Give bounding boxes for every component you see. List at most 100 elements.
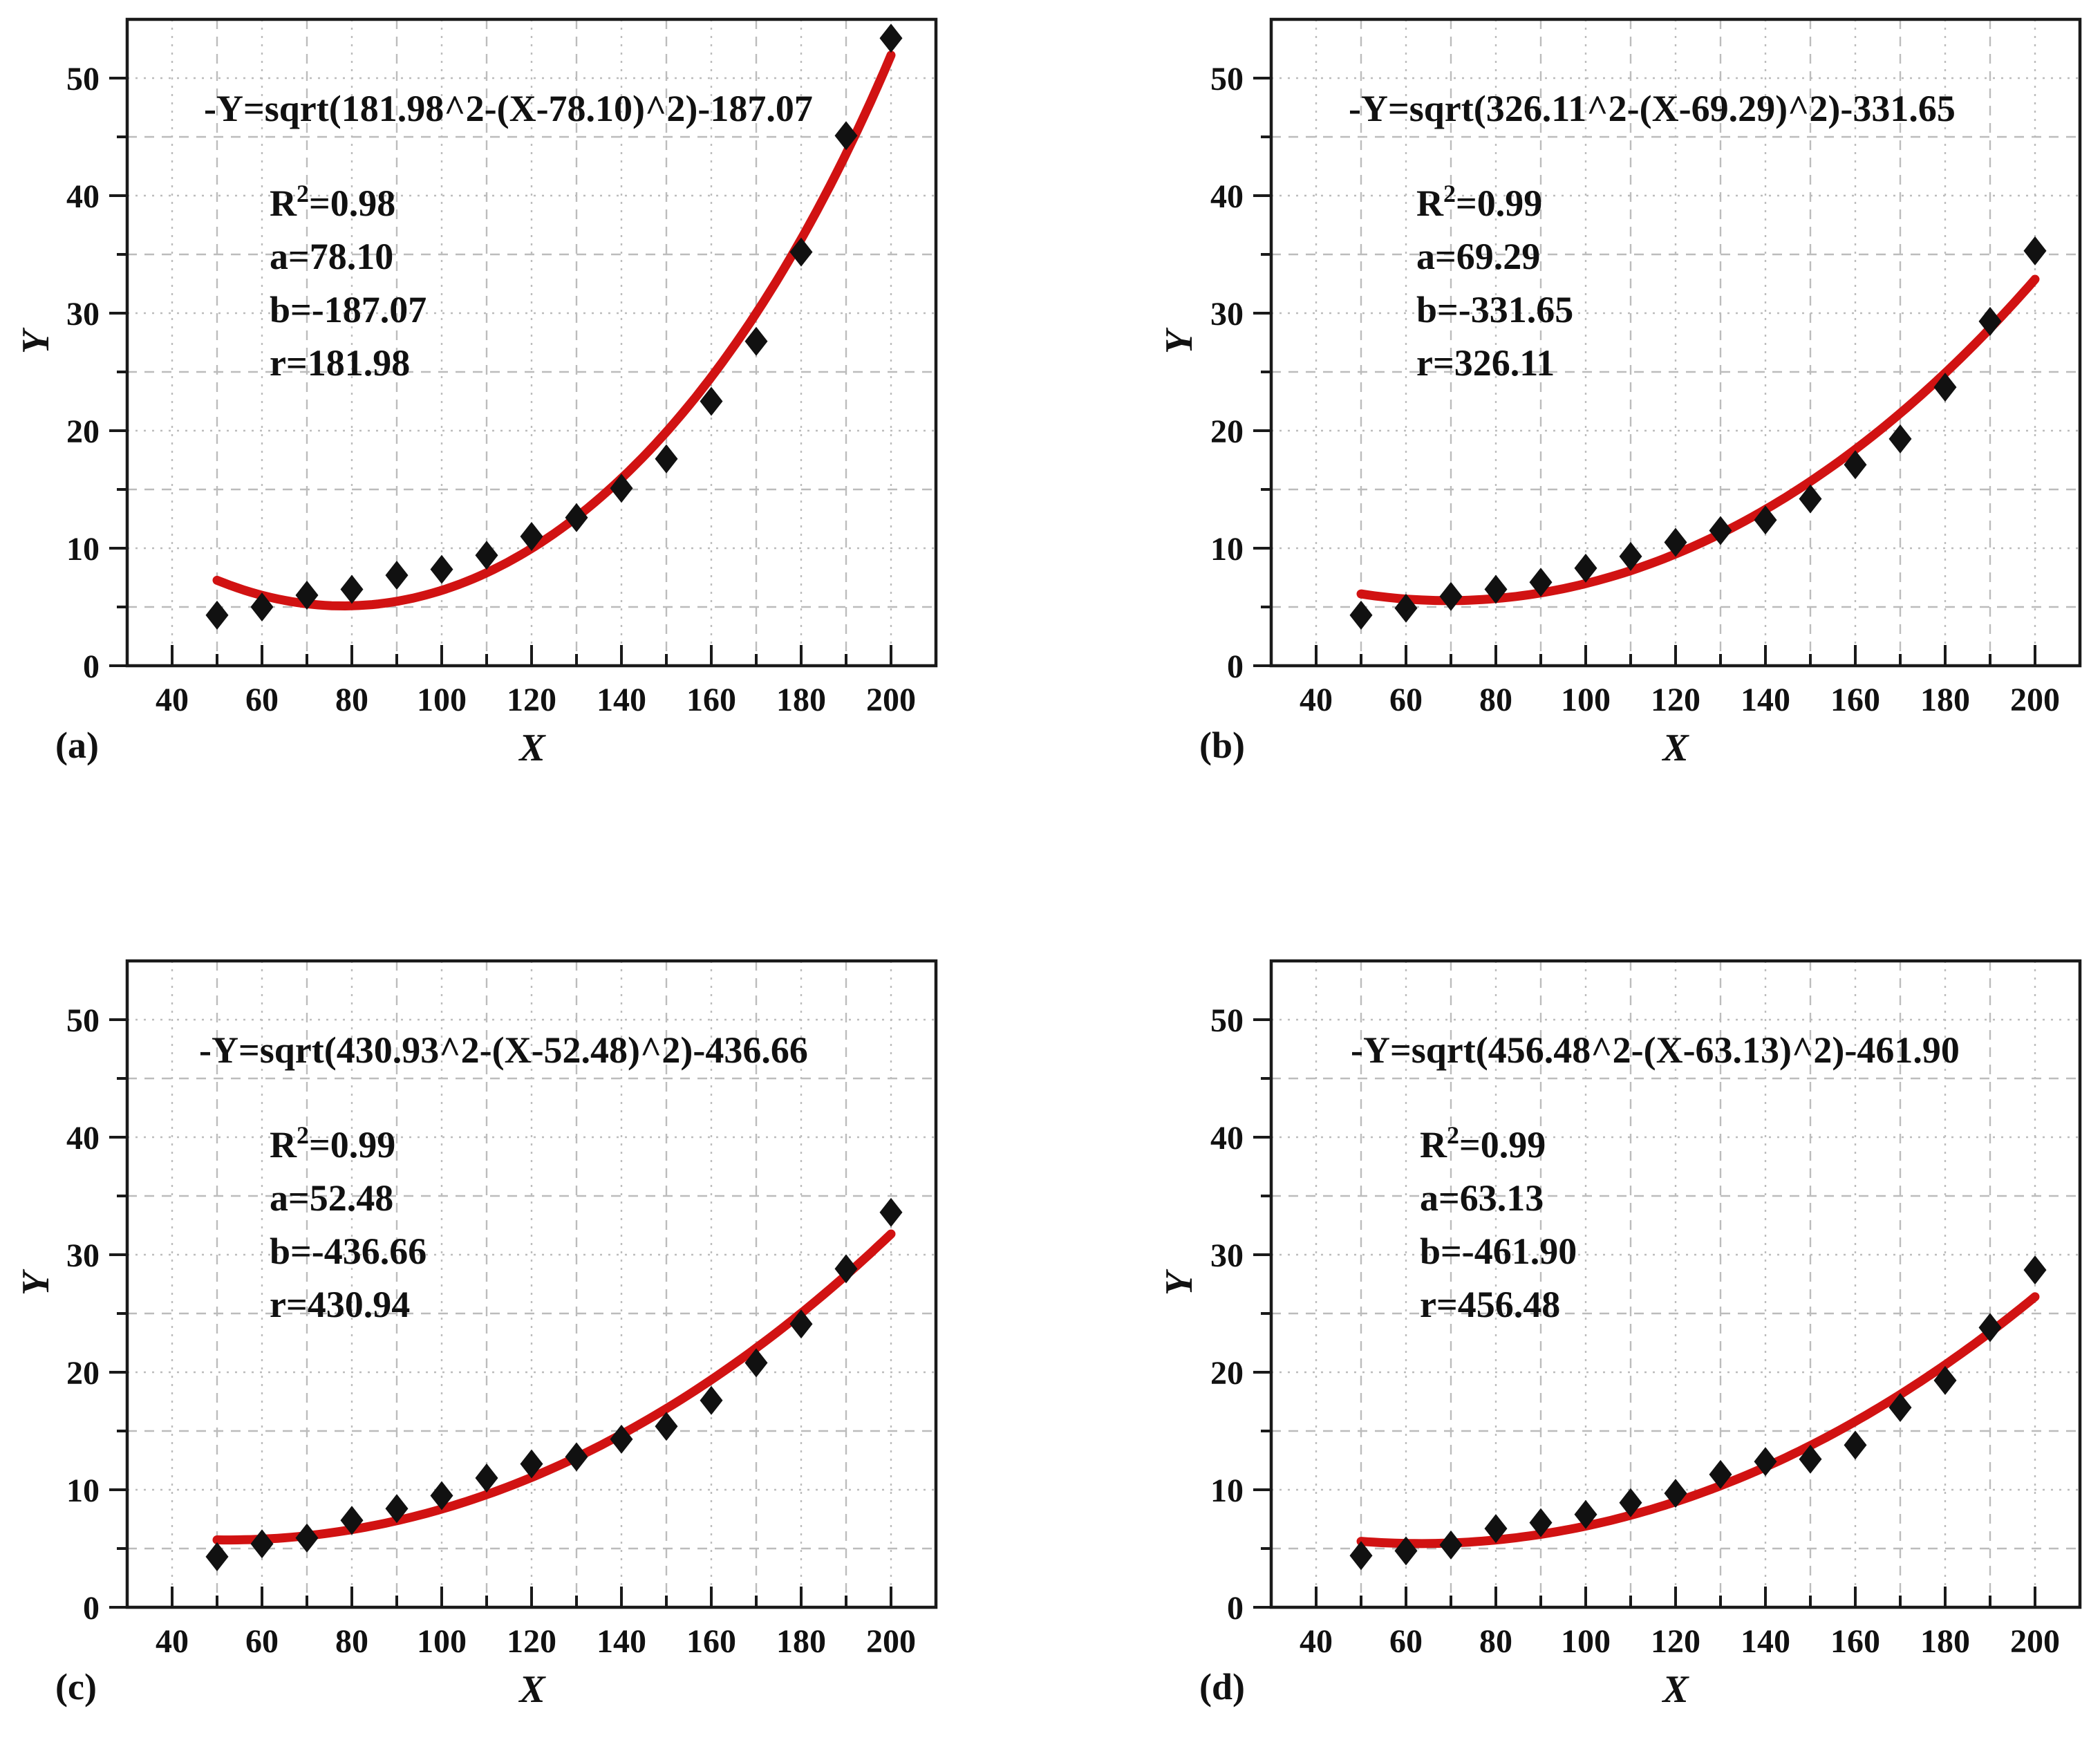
x-axis-title: X — [1661, 727, 1689, 769]
y-tick-label: 30 — [66, 1237, 100, 1274]
x-tick-label: 120 — [507, 682, 556, 718]
x-tick-label: 120 — [507, 1623, 556, 1660]
y-tick-label: 40 — [1210, 1120, 1244, 1157]
data-point-diamond — [205, 1542, 229, 1571]
y-axis-title: Y — [15, 327, 57, 354]
y-tick-label: 30 — [1210, 296, 1244, 333]
x-tick-label: 140 — [597, 682, 646, 718]
equation-label: -Y=sqrt(326.11^2-(X-69.29)^2)-331.65 — [1349, 88, 1956, 129]
data-point-diamond — [834, 1254, 858, 1284]
fit-parameter-label: a=78.10 — [270, 236, 393, 277]
x-tick-label: 140 — [1741, 682, 1790, 718]
data-point-diamond — [205, 600, 229, 630]
x-tick-label: 160 — [686, 1623, 736, 1660]
axis-ticks — [109, 77, 892, 667]
x-axis-title: X — [1661, 1668, 1689, 1711]
data-point-diamond — [1574, 553, 1597, 583]
data-point-diamond — [879, 1197, 903, 1227]
y-tick-label: 40 — [1210, 178, 1244, 215]
axis-ticks — [1253, 1018, 2036, 1609]
fit-parameter-label: r=326.11 — [1416, 342, 1555, 384]
data-point-diamond — [1799, 484, 1822, 514]
data-point-diamond — [1529, 568, 1553, 597]
chart-d: 40 60 80 100 120 140 160 180 200 0 10 20 30 40 50 -Y=sq… — [1158, 959, 2082, 1711]
data-point-diamond — [1394, 593, 1418, 623]
data-point-diamond — [610, 1424, 633, 1454]
data-point-diamond — [1933, 373, 1957, 402]
data-point-diamond — [295, 581, 319, 610]
x-tick-label: 180 — [776, 682, 826, 718]
x-tick-label: 160 — [1830, 682, 1880, 718]
data-point-diamond — [1484, 574, 1508, 604]
data-point-diamond — [1754, 1447, 1777, 1477]
data-point-diamond — [1394, 1536, 1418, 1566]
y-tick-label: 20 — [66, 1355, 100, 1392]
y-tick-label: 10 — [66, 531, 100, 568]
y-axis-title: Y — [1158, 1269, 1201, 1296]
r-squared-label: R2=0.98 — [270, 180, 395, 224]
r-squared-label: R2=0.99 — [1416, 180, 1542, 224]
x-tick-label: 60 — [245, 682, 279, 718]
panel-c: 40 60 80 100 120 140 160 180 200 0 10 20 30 40 50 -Y=sq… — [0, 874, 1050, 1749]
fit-parameter-label: b=-187.07 — [270, 289, 426, 330]
data-point-diamond — [250, 1529, 274, 1559]
data-point-diamond — [1439, 1530, 1463, 1560]
x-tick-label: 140 — [1741, 1623, 1790, 1660]
fit-parameter-label: b=-436.66 — [270, 1231, 426, 1272]
data-point-diamond — [1664, 1479, 1687, 1508]
gridlines — [1271, 19, 2080, 666]
data-point-diamond — [744, 326, 768, 356]
data-point-diamond — [1933, 1365, 1957, 1395]
x-tick-label: 40 — [156, 1623, 189, 1660]
data-point-diamond — [789, 1309, 813, 1339]
x-tick-label: 40 — [156, 682, 189, 718]
y-axis-title: Y — [1158, 327, 1201, 354]
data-point-diamond — [250, 592, 274, 621]
fit-parameter-label: a=52.48 — [270, 1177, 393, 1219]
data-point-diamond — [1799, 1444, 1822, 1474]
chart-c: 40 60 80 100 120 140 160 180 200 0 10 20 30 40 50 -Y=sq… — [15, 959, 938, 1711]
fit-curve — [212, 50, 896, 610]
data-point-diamond — [1754, 505, 1777, 535]
fit-curve — [1356, 274, 2040, 606]
data-point-diamond — [565, 1442, 588, 1472]
panel-letter-label: (a) — [55, 724, 99, 766]
x-tick-label: 200 — [866, 682, 916, 718]
x-tick-label: 120 — [1651, 1623, 1700, 1660]
x-tick-label: 100 — [1561, 682, 1611, 718]
data-point-diamond — [1844, 450, 1867, 480]
y-axis-title: Y — [15, 1269, 57, 1296]
data-point-diamond — [744, 1348, 768, 1378]
data-point-diamond — [1978, 1313, 2002, 1343]
data-point-diamond — [1349, 600, 1373, 630]
x-tick-label: 120 — [1651, 682, 1700, 718]
data-point-diamond — [1709, 516, 1732, 545]
panel-letter-label: (c) — [55, 1666, 97, 1708]
data-point-diamond — [475, 541, 498, 570]
y-tick-label: 20 — [1210, 1355, 1244, 1392]
data-point-diamond — [340, 574, 364, 604]
y-tick-label: 30 — [66, 296, 100, 333]
panel-letter-label: (b) — [1199, 724, 1245, 766]
data-point-diamond — [2023, 1255, 2047, 1285]
y-tick-label: 40 — [66, 1120, 100, 1157]
x-tick-label: 80 — [1479, 1623, 1512, 1660]
x-tick-label: 180 — [1920, 1623, 1970, 1660]
y-tick-label: 0 — [83, 1590, 100, 1627]
data-point-diamond — [1574, 1499, 1597, 1529]
tick-labels: 40 60 80 100 120 140 160 180 200 0 10 20 30 40 50 — [1210, 1002, 2060, 1660]
x-tick-label: 180 — [1920, 682, 1970, 718]
panel-a: 40 60 80 100 120 140 160 180 200 0 10 20 30 40 50 -Y=sq… — [0, 0, 1050, 874]
y-tick-label: 0 — [1227, 648, 1244, 685]
data-point-diamond — [1664, 527, 1687, 557]
data-point-diamond — [340, 1506, 364, 1535]
y-tick-label: 10 — [1210, 531, 1244, 568]
data-point-diamond — [1439, 581, 1463, 611]
x-tick-label: 40 — [1300, 1623, 1333, 1660]
tick-labels: 40 60 80 100 120 140 160 180 200 0 10 20 30 40 50 — [1210, 61, 2060, 718]
gridlines — [1271, 961, 2080, 1607]
y-tick-label: 10 — [1210, 1472, 1244, 1509]
x-tick-label: 180 — [776, 1623, 826, 1660]
y-tick-label: 10 — [66, 1472, 100, 1509]
data-point-diamond — [430, 554, 453, 584]
